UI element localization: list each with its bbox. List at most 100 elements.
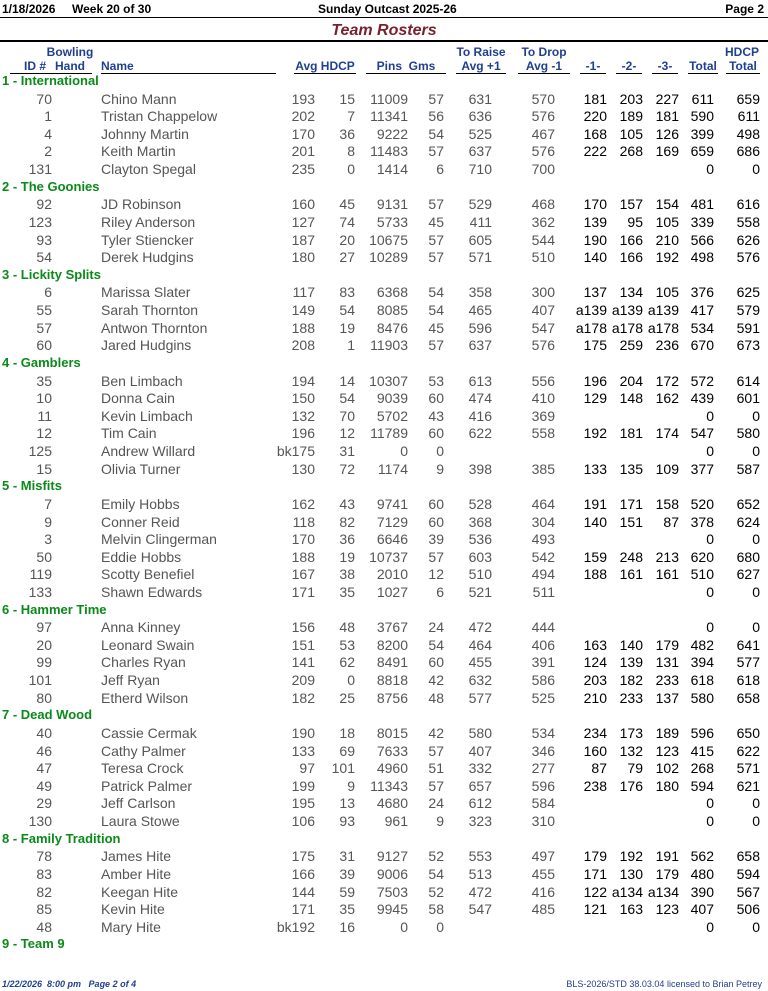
bowler-name: Emily Hobbs: [101, 495, 180, 512]
series-total: 377: [690, 460, 714, 477]
bowler-id: 2: [44, 143, 52, 160]
bowler-name: Etherd Wilson: [101, 689, 189, 706]
pins: 9039: [376, 390, 408, 407]
to-drop: 544: [531, 231, 555, 248]
average: 202: [291, 108, 315, 125]
series-total: 482: [690, 636, 714, 653]
col-drop: Avg -1: [518, 59, 570, 74]
handicap-total: 680: [736, 548, 760, 565]
games: 53: [428, 372, 444, 389]
bowler-id: 4: [44, 125, 52, 142]
col-raise: Avg +1: [456, 59, 506, 74]
bowler-name: Keegan Hite: [101, 883, 179, 900]
to-drop: 700: [531, 161, 555, 178]
handicap: 62: [339, 654, 355, 671]
series-total: 0: [706, 813, 714, 830]
bowler-id: 119: [29, 566, 52, 583]
pins: 8015: [376, 724, 408, 741]
table-row: 130 Laura Stowe 106 93 961 9 323 310 0 0: [0, 812, 768, 830]
game-1: 222: [583, 143, 607, 160]
handicap-total: 558: [736, 213, 760, 230]
average: 160: [291, 196, 315, 213]
pins: 6646: [376, 531, 408, 548]
handicap-total: 0: [752, 161, 760, 178]
handicap-total: 641: [736, 636, 760, 653]
pins: 8756: [376, 689, 408, 706]
bowler-id: 60: [36, 337, 52, 354]
game-3: 154: [655, 196, 679, 213]
handicap: 35: [339, 583, 355, 600]
bowler-id: 1: [44, 108, 52, 125]
average: 208: [291, 337, 315, 354]
to-raise: 510: [468, 566, 492, 583]
to-raise: 398: [468, 460, 492, 477]
game-2: 95: [627, 213, 643, 230]
team-name: 8 - Family Tradition: [2, 830, 121, 846]
game-2: 204: [619, 372, 643, 389]
bowler-name: Anna Kinney: [101, 619, 181, 636]
game-1: 234: [583, 724, 607, 741]
to-drop: 576: [531, 108, 555, 125]
table-row: 133 Shawn Edwards 171 35 1027 6 521 511 0 0: [0, 583, 768, 601]
handicap-total: 0: [752, 918, 760, 935]
bowler-name: Jeff Carlson: [101, 795, 176, 812]
series-total: 0: [706, 407, 714, 424]
to-drop: 570: [531, 90, 555, 107]
to-drop: 391: [531, 654, 555, 671]
bowler-name: Ben Limbach: [101, 372, 183, 389]
to-raise: 622: [468, 425, 492, 442]
game-2: 173: [619, 724, 643, 741]
game-1: 124: [583, 654, 607, 671]
handicap-total: 650: [736, 724, 760, 741]
game-3: 126: [655, 125, 679, 142]
game-3: 158: [655, 495, 679, 512]
handicap-total: 567: [736, 883, 760, 900]
pins: 8200: [376, 636, 408, 653]
average: 162: [291, 495, 315, 512]
games: 57: [428, 196, 444, 213]
to-raise: 368: [468, 513, 492, 530]
to-raise: 407: [468, 742, 492, 759]
game-1: 129: [583, 390, 607, 407]
series-total: 481: [690, 196, 714, 213]
bowler-id: 29: [36, 795, 52, 812]
pins: 9127: [376, 848, 408, 865]
handicap-total: 0: [752, 407, 760, 424]
divider: [0, 17, 768, 18]
pins: 11903: [370, 337, 408, 354]
to-raise: 613: [468, 372, 492, 389]
to-raise: 455: [468, 654, 492, 671]
table-row: 78 James Hite 175 31 9127 52 553 497 179 192 191 56…: [0, 847, 768, 865]
table-row: 55 Sarah Thornton 149 54 8085 54 465 407 a139 a13…: [0, 301, 768, 319]
bowler-id: 11: [37, 407, 52, 424]
average: 151: [291, 636, 315, 653]
games: 56: [428, 108, 444, 125]
handicap: 31: [339, 848, 355, 865]
handicap-total: 616: [736, 196, 760, 213]
average: 201: [291, 143, 315, 160]
pins: 7503: [376, 883, 408, 900]
game-3: 236: [655, 337, 679, 354]
to-drop: 300: [531, 284, 555, 301]
handicap-total: 624: [736, 513, 760, 530]
table-row: 10 Donna Cain 150 54 9039 60 474 410 129 148 162 43…: [0, 389, 768, 407]
game-3: a178: [647, 319, 679, 336]
handicap: 74: [339, 213, 355, 230]
handicap-total: 686: [736, 143, 760, 160]
col-hdcp-total-line1: HDCP: [724, 45, 759, 59]
table-row: 4 Johnny Martin 170 36 9222 54 525 467 168 105 126…: [0, 125, 768, 143]
games: 12: [428, 566, 444, 583]
handicap-total: 576: [736, 249, 760, 266]
pins: 10289: [369, 249, 408, 266]
team-header: 2 - The Goonies: [0, 178, 768, 196]
games: 24: [428, 619, 444, 636]
game-2: 233: [619, 689, 643, 706]
bowler-name: Mary Hite: [101, 918, 161, 935]
to-raise: 513: [468, 865, 492, 882]
game-1: 175: [583, 337, 607, 354]
pins: 11009: [370, 90, 408, 107]
series-total: 596: [690, 724, 714, 741]
bowler-id: 40: [36, 724, 52, 741]
game-3: 181: [655, 108, 679, 125]
to-raise: 637: [468, 143, 492, 160]
